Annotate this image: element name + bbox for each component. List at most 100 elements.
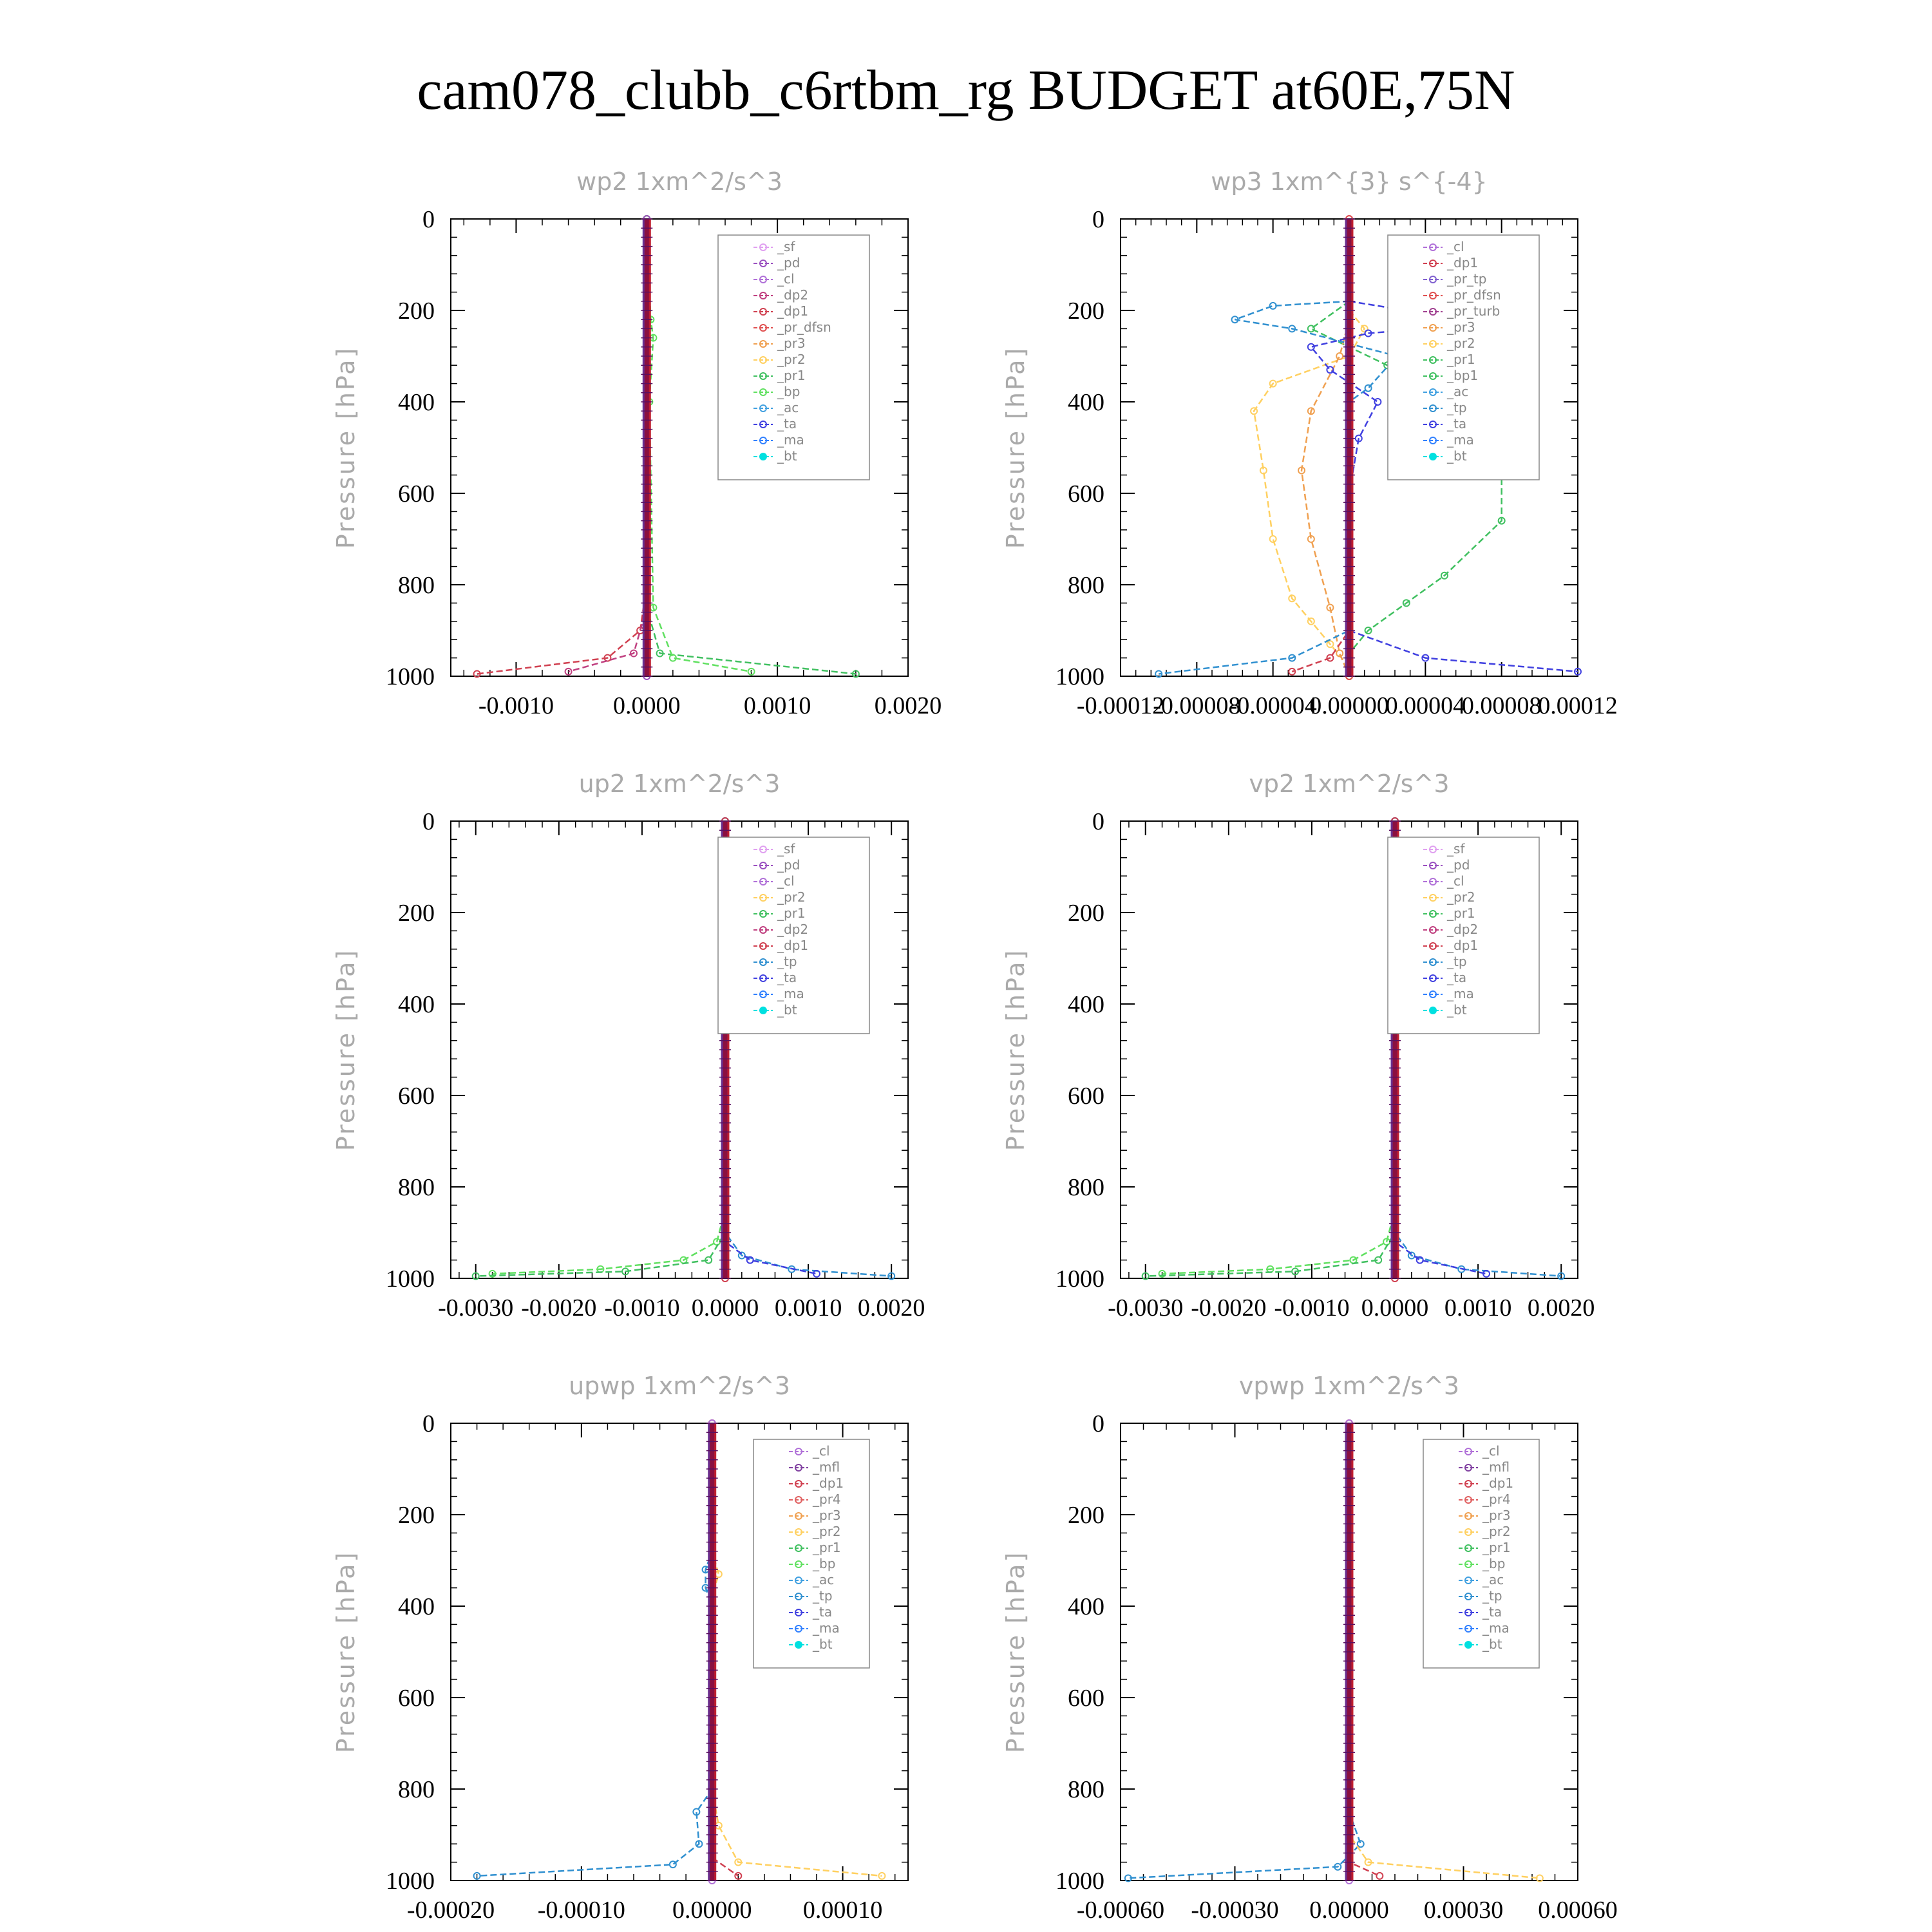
legend-marker <box>759 437 767 444</box>
y-tick-label: 1000 <box>1056 663 1104 690</box>
legend-marker <box>795 1496 802 1504</box>
legend-marker <box>795 1544 802 1552</box>
legend: _sf_pd_cl_dp2_dp1_pr_dfsn_pr3_pr2_pr1_bp… <box>717 234 870 480</box>
legend-marker <box>1429 388 1437 396</box>
legend-label: _pr_dfsn <box>777 319 831 335</box>
x-tick-label: 0.00008 <box>1462 692 1542 719</box>
legend-label: _cl <box>1446 873 1464 889</box>
panel-5: upwp 1xm^2/s^3 Pressure [hPa] 0 200 400 600 80… <box>332 1372 909 1924</box>
plot-frame <box>1120 820 1578 1279</box>
legend-marker <box>1464 1496 1472 1504</box>
y-tick-label: 0 <box>422 206 435 233</box>
legend-marker <box>1464 1641 1472 1649</box>
data-point-pr2 <box>1259 466 1267 475</box>
x-tick-label: -0.0010 <box>604 1294 679 1321</box>
legend-label: _pr_dfsn <box>1446 287 1501 303</box>
data-point-tp <box>692 1808 701 1816</box>
data-point-dp1 <box>603 654 612 662</box>
panel-title: up2 1xm^2/s^3 <box>579 770 781 798</box>
panel-title: vp2 1xm^2/s^3 <box>1249 770 1449 798</box>
data-point-tp <box>1364 384 1372 392</box>
data-point-pr2 <box>1360 325 1368 333</box>
series-line-dp1 <box>1291 219 1350 673</box>
legend-marker <box>1429 372 1437 380</box>
data-point-tp <box>1124 1874 1132 1882</box>
x-tick-label: -0.0010 <box>478 692 554 719</box>
y-tick-label: 600 <box>398 480 435 507</box>
data-point-bp1 <box>1364 627 1372 634</box>
legend-marker <box>759 421 767 428</box>
legend-marker <box>759 958 767 966</box>
y-tick-label: 200 <box>398 900 435 927</box>
x-tick-label: 0.0000 <box>1361 1294 1429 1321</box>
legend-label: _bt <box>812 1636 833 1652</box>
legend-label: _dp1 <box>1482 1475 1513 1491</box>
y-tick-label: 0 <box>1092 1410 1104 1437</box>
legend-label: _dp2 <box>1446 922 1478 937</box>
figure-title: cam078_clubb_c6rtbm_rg BUDGET at60E,75N <box>417 59 1515 122</box>
y-tick-label: 200 <box>1068 900 1104 927</box>
x-tick-label: 0.0020 <box>1528 1294 1595 1321</box>
legend-label: _pr1 <box>1446 352 1475 367</box>
legend-label: _dp1 <box>1446 255 1478 270</box>
legend-marker <box>1429 974 1437 982</box>
data-point-tp <box>695 1840 703 1848</box>
legend-label: _bt <box>1446 1002 1467 1018</box>
legend-marker <box>1429 910 1437 918</box>
data-point-bp <box>488 1269 497 1278</box>
legend-label: _pr2 <box>1482 1524 1511 1539</box>
legend-label: _dp1 <box>1446 938 1478 953</box>
legend-marker <box>759 942 767 950</box>
data-point-tp <box>1288 325 1296 333</box>
data-point-pr3 <box>1298 466 1306 475</box>
legend-marker <box>759 340 767 348</box>
legend: _sf_pd_cl_pr2_pr1_dp2_dp1_tp_ta_ma_bt <box>1387 837 1540 1034</box>
data-point-bp <box>668 654 677 662</box>
legend-marker <box>759 926 767 934</box>
legend-label: _dp1 <box>777 303 808 319</box>
data-point-tp <box>1557 1272 1566 1280</box>
data-point-pr2 <box>1364 1858 1372 1866</box>
data-point-bp <box>1158 1269 1166 1278</box>
legend-label: _pr3 <box>1446 319 1475 335</box>
data-point-tp <box>473 1871 481 1880</box>
legend-marker <box>1429 308 1437 316</box>
legend-label: _bt <box>777 1002 797 1018</box>
legend-label: _cl <box>777 873 795 889</box>
legend-marker <box>795 1560 802 1568</box>
legend-label: _tp <box>812 1588 833 1604</box>
legend-marker <box>759 388 767 396</box>
data-point-tp <box>887 1272 896 1280</box>
legend-label: _ta <box>1482 1604 1502 1620</box>
legend-marker <box>795 1593 802 1600</box>
y-tick-label: 200 <box>398 1502 435 1529</box>
legend-label: _ta <box>777 970 797 985</box>
y-axis-label: Pressure [hPa] <box>332 346 360 549</box>
y-axis-label: Pressure [hPa] <box>1001 1551 1030 1754</box>
legend-marker <box>759 894 767 902</box>
legend-marker <box>1464 1528 1472 1536</box>
legend-label: _pd <box>777 857 800 873</box>
legend: _cl_mfl_dp1_pr4_pr3_pr2_pr1_bp_ac_tp_ta_… <box>1423 1439 1540 1669</box>
legend-label: _ma <box>1482 1620 1510 1636</box>
x-tick-label: -0.00030 <box>1191 1897 1278 1924</box>
data-point-pr1 <box>621 1267 630 1276</box>
data-point-bp1 <box>1440 571 1448 580</box>
legend-label: _pr3 <box>812 1508 841 1523</box>
legend-marker <box>1464 1625 1472 1633</box>
y-tick-label: 200 <box>1068 1502 1104 1529</box>
plot-frame <box>450 820 909 1279</box>
x-tick-label: 0.0010 <box>775 1294 842 1321</box>
legend-marker <box>1429 243 1437 251</box>
legend-marker <box>1429 404 1437 412</box>
data-point-pr1 <box>705 1256 713 1264</box>
data-point-ta <box>1364 329 1372 337</box>
legend-label: _dp1 <box>812 1475 844 1491</box>
legend-label: _dp1 <box>777 938 808 953</box>
data-point-bp1 <box>1497 516 1506 525</box>
legend-label: _bt <box>777 448 797 464</box>
legend-label: _pr1 <box>777 368 806 383</box>
legend-marker <box>1464 1512 1472 1520</box>
legend-label: _pr_tp <box>1446 271 1486 287</box>
legend-marker <box>1429 276 1437 283</box>
